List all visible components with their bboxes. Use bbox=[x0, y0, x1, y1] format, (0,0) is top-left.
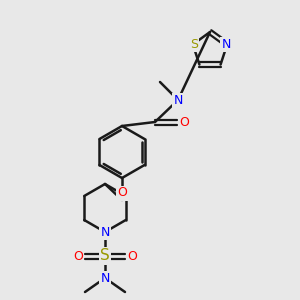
Text: O: O bbox=[73, 250, 83, 262]
Text: N: N bbox=[100, 226, 110, 238]
Text: N: N bbox=[173, 94, 183, 106]
Text: O: O bbox=[117, 187, 127, 200]
Text: N: N bbox=[221, 38, 231, 51]
Text: N: N bbox=[100, 272, 110, 284]
Text: S: S bbox=[100, 248, 110, 263]
Text: O: O bbox=[127, 250, 137, 262]
Text: O: O bbox=[179, 116, 189, 128]
Text: S: S bbox=[190, 38, 198, 51]
